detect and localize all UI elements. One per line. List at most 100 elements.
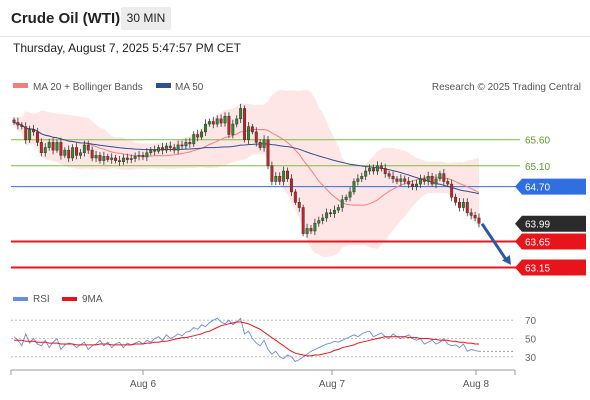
candle-body-84 xyxy=(340,199,344,208)
candle-body-66 xyxy=(270,165,274,182)
candle-body-23 xyxy=(102,156,106,161)
x-axis-label-1: Aug 7 xyxy=(319,379,346,390)
candle-body-19 xyxy=(86,144,90,151)
candle-body-36 xyxy=(153,149,157,152)
level-label-1: 65.10 xyxy=(525,162,550,173)
candle-body-20 xyxy=(90,149,94,159)
candle-body-9 xyxy=(47,142,51,148)
candle-body-49 xyxy=(204,123,207,133)
level-tag-3 xyxy=(515,233,586,250)
ma50-legend-swatch xyxy=(156,83,171,88)
rsi-legend-label: RSI xyxy=(33,294,50,305)
x-axis-label-2: Aug 8 xyxy=(463,379,490,390)
candle-body-112 xyxy=(450,183,454,198)
candle-body-119 xyxy=(477,217,481,224)
price-levels xyxy=(11,139,520,269)
candle-body-98 xyxy=(395,178,399,182)
candle-body-8 xyxy=(43,147,47,154)
candle-body-21 xyxy=(94,155,98,159)
forecast-arrow-head xyxy=(502,254,511,265)
candle-body-50 xyxy=(207,121,211,125)
candle-body-87 xyxy=(352,181,356,193)
rsi-line xyxy=(13,317,480,362)
candle-body-69 xyxy=(282,170,286,182)
candle-body-90 xyxy=(364,170,368,177)
candle-body-24 xyxy=(106,156,110,160)
candle-body-10 xyxy=(51,142,55,151)
candle-body-94 xyxy=(379,165,383,169)
candle-body-115 xyxy=(461,202,465,208)
ma9-legend-swatch xyxy=(62,297,77,301)
candle-body-114 xyxy=(458,202,461,208)
last-price-label: 63.99 xyxy=(525,220,550,231)
candle-body-85 xyxy=(344,196,348,200)
moving-averages xyxy=(13,122,480,206)
candle-body-44 xyxy=(184,142,188,147)
candle-body-48 xyxy=(200,131,204,138)
timeframe-button[interactable]: 30 MIN xyxy=(121,7,171,30)
candle-body-60 xyxy=(246,126,250,140)
rsi-legend: RSI 9MA xyxy=(13,294,103,305)
candle-body-57 xyxy=(235,118,239,125)
ma20-line xyxy=(13,122,480,206)
candle-body-95 xyxy=(383,168,387,174)
main-legend: MA 20 + Bollinger Bands MA 50 Research ©… xyxy=(13,82,581,93)
candle-body-43 xyxy=(180,144,184,147)
level-label-4: 63.15 xyxy=(525,264,550,275)
candle-body-7 xyxy=(39,142,43,154)
chart-timestamp: Thursday, August 7, 2025 5:47:57 PM CET xyxy=(13,41,241,55)
candle-body-59 xyxy=(243,108,247,140)
candle-body-105 xyxy=(422,178,426,182)
candle-body-3 xyxy=(24,126,28,140)
candle-body-5 xyxy=(32,129,35,133)
candle-body-79 xyxy=(321,217,325,221)
rsi-tick-label-0: 70 xyxy=(525,316,537,327)
candle-body-32 xyxy=(137,155,141,157)
candle-body-11 xyxy=(55,142,59,151)
candle-body-76 xyxy=(309,228,313,232)
candle-body-102 xyxy=(411,183,415,187)
rsi-tick-label-2: 30 xyxy=(525,353,537,364)
candle-body-82 xyxy=(332,209,336,215)
ma20-legend-label: MA 20 + Bollinger Bands xyxy=(33,82,143,93)
candle-body-77 xyxy=(313,222,317,232)
candle-body-18 xyxy=(82,144,86,154)
rsi-panel: 70 50 30 xyxy=(11,316,537,364)
candle-body-34 xyxy=(145,152,149,158)
candle-body-70 xyxy=(286,170,289,180)
candle-body-30 xyxy=(129,158,133,160)
candle-body-37 xyxy=(157,147,161,152)
candle-body-89 xyxy=(360,175,364,180)
level-tag-2 xyxy=(515,178,586,195)
level-label-2: 64.70 xyxy=(525,183,550,194)
candle-body-108 xyxy=(434,178,438,185)
candle-body-45 xyxy=(188,142,192,145)
level-label-0: 65.60 xyxy=(525,136,550,147)
candle-body-16 xyxy=(75,147,78,156)
bollinger-band-area xyxy=(14,89,479,258)
candle-body-53 xyxy=(219,118,223,124)
candle-body-13 xyxy=(63,149,67,156)
candle-body-14 xyxy=(67,149,71,159)
candle-body-62 xyxy=(254,131,258,143)
candle-body-51 xyxy=(211,121,215,125)
candle-body-63 xyxy=(258,142,262,148)
candle-body-92 xyxy=(372,168,375,172)
candle-body-80 xyxy=(325,212,329,219)
candle-body-31 xyxy=(133,156,137,159)
candle-body-0 xyxy=(12,119,16,123)
candle-body-6 xyxy=(35,131,39,143)
candle-body-100 xyxy=(403,178,407,182)
candle-body-33 xyxy=(141,155,145,158)
candle-body-65 xyxy=(266,139,270,167)
candle-body-35 xyxy=(149,149,153,154)
candle-body-47 xyxy=(196,134,200,138)
candle-body-52 xyxy=(215,118,219,125)
level-tag-4 xyxy=(515,259,586,276)
candle-body-28 xyxy=(121,157,125,162)
candle-body-117 xyxy=(469,212,473,216)
candle-body-55 xyxy=(227,116,231,135)
last-price-tag xyxy=(515,215,586,232)
candle-body-96 xyxy=(387,173,391,177)
candle-body-54 xyxy=(223,116,227,124)
